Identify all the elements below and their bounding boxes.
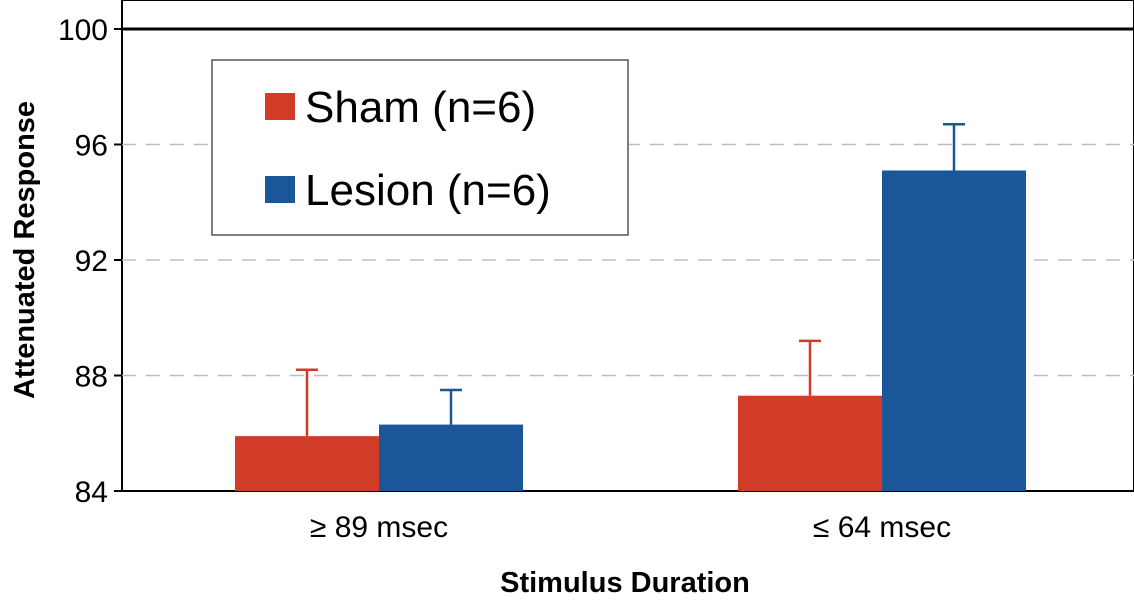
bar-lesion-0 (379, 424, 523, 491)
legend-box (211, 59, 629, 236)
bars (235, 170, 1026, 492)
x-category-label: ≤ 64 msec (813, 511, 951, 544)
plot-area-frame (121, 0, 1134, 492)
bar-lesion-1 (882, 170, 1026, 492)
x-category-label: ≥ 89 msec (310, 511, 448, 544)
y-axis-title: Attenuated Response (9, 101, 41, 399)
y-tick-label: 92 (75, 245, 108, 278)
y-axis-ticks: 84 88 92 96 100 (58, 14, 122, 509)
y-tick-label: 84 (75, 476, 108, 509)
y-tick-label: 88 (75, 361, 108, 394)
bar-sham-0 (235, 436, 379, 491)
error-bars (296, 123, 965, 437)
y-tick-label: 96 (75, 130, 108, 163)
x-axis-title: Stimulus Duration (500, 567, 750, 599)
legend-swatch-sham (265, 93, 295, 120)
legend-swatch-lesion (265, 176, 295, 203)
x-axis-categories: ≥ 89 msec ≤ 64 msec (310, 511, 951, 544)
legend-label-lesion: Lesion (n=6) (305, 166, 551, 215)
y-tick-label: 100 (58, 14, 108, 47)
legend: Sham (n=6) Lesion (n=6) (211, 59, 629, 236)
bar-sham-1 (738, 395, 882, 491)
legend-label-sham: Sham (n=6) (305, 83, 536, 132)
